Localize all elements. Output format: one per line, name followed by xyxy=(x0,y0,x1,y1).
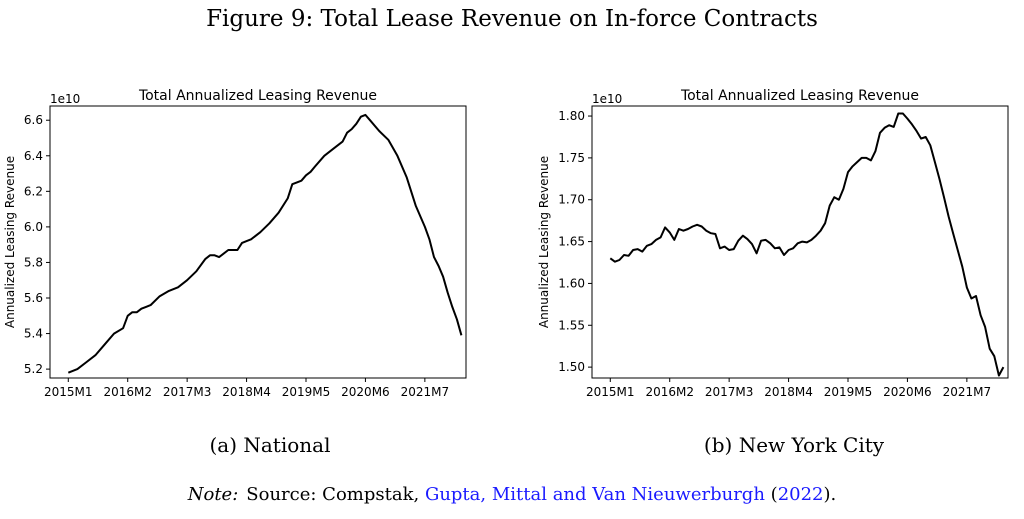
y-tick-label: 5.2 xyxy=(24,362,43,376)
citation-authors-link[interactable]: Gupta, Mittal and Van Nieuwerburgh xyxy=(424,484,765,505)
x-tick-label: 2020M6 xyxy=(883,385,932,399)
x-tick-label: 2016M2 xyxy=(103,385,152,399)
y-tick-label: 5.4 xyxy=(24,327,43,341)
caption-national: (a) National xyxy=(209,433,331,457)
y-scale-label: 1e10 xyxy=(592,92,622,106)
citation-year-link[interactable]: 2022 xyxy=(777,484,824,505)
caption-new-york-city: (b) New York City xyxy=(703,433,885,457)
x-tick-label: 2018M4 xyxy=(222,385,271,399)
y-tick-label: 1.70 xyxy=(558,193,585,207)
figure-title: Figure 9: Total Lease Revenue on In-forc… xyxy=(206,6,818,32)
x-tick-label: 2020M6 xyxy=(341,385,390,399)
x-tick-label: 2021M7 xyxy=(943,385,992,399)
y-tick-label: 6.4 xyxy=(24,149,43,163)
x-tick-label: 2017M3 xyxy=(705,385,754,399)
chart-title: Total Annualized Leasing Revenue xyxy=(138,88,377,104)
note-source: Source: Compstak, xyxy=(246,484,420,505)
chart-title: Total Annualized Leasing Revenue xyxy=(680,88,919,104)
x-tick-label: 2018M4 xyxy=(764,385,813,399)
note-label: Note: xyxy=(187,484,239,505)
y-tick-label: 5.6 xyxy=(24,291,43,305)
y-tick-label: 5.8 xyxy=(24,255,43,269)
x-tick-label: 2021M7 xyxy=(401,385,450,399)
plot-frame xyxy=(591,105,1009,379)
national-series-line xyxy=(67,113,463,374)
y-scale-label: 1e10 xyxy=(50,92,80,106)
x-tick-label: 2015M1 xyxy=(586,385,635,399)
new-york-city-series-line xyxy=(609,112,1005,377)
axis-ticks: 1.50 1.55 1.60 1.65 1.70 1.75 1.80 2015M1 2016M2… xyxy=(558,109,991,399)
x-tick-label: 2016M2 xyxy=(645,385,694,399)
figure-note: Note: Source: Compstak, Gupta, Mittal and… xyxy=(0,484,1024,505)
y-axis-label: Annualized Leasing Revenue xyxy=(537,156,551,328)
y-tick-label: 1.65 xyxy=(558,235,585,249)
x-tick-label: 2019M5 xyxy=(824,385,873,399)
y-tick-label: 1.50 xyxy=(558,360,585,374)
plot-frame xyxy=(49,105,467,379)
y-tick-label: 6.0 xyxy=(24,220,43,234)
y-tick-label: 1.80 xyxy=(558,109,585,123)
y-tick-label: 6.2 xyxy=(24,184,43,198)
x-tick-label: 2019M5 xyxy=(282,385,331,399)
y-tick-label: 1.60 xyxy=(558,276,585,290)
axis-ticks: 5.2 5.4 5.6 5.8 6.0 6.2 6.4 6.6 2015M1 2016M2 2017… xyxy=(24,113,449,399)
x-tick-label: 2017M3 xyxy=(163,385,212,399)
y-tick-label: 1.55 xyxy=(558,318,585,332)
note-open-paren: ( xyxy=(770,484,778,505)
x-tick-label: 2015M1 xyxy=(44,385,93,399)
note-close-paren: ). xyxy=(823,484,837,505)
y-tick-label: 6.6 xyxy=(24,113,43,127)
y-tick-label: 1.75 xyxy=(558,151,585,165)
y-axis-label: Annualized Leasing Revenue xyxy=(3,156,17,328)
